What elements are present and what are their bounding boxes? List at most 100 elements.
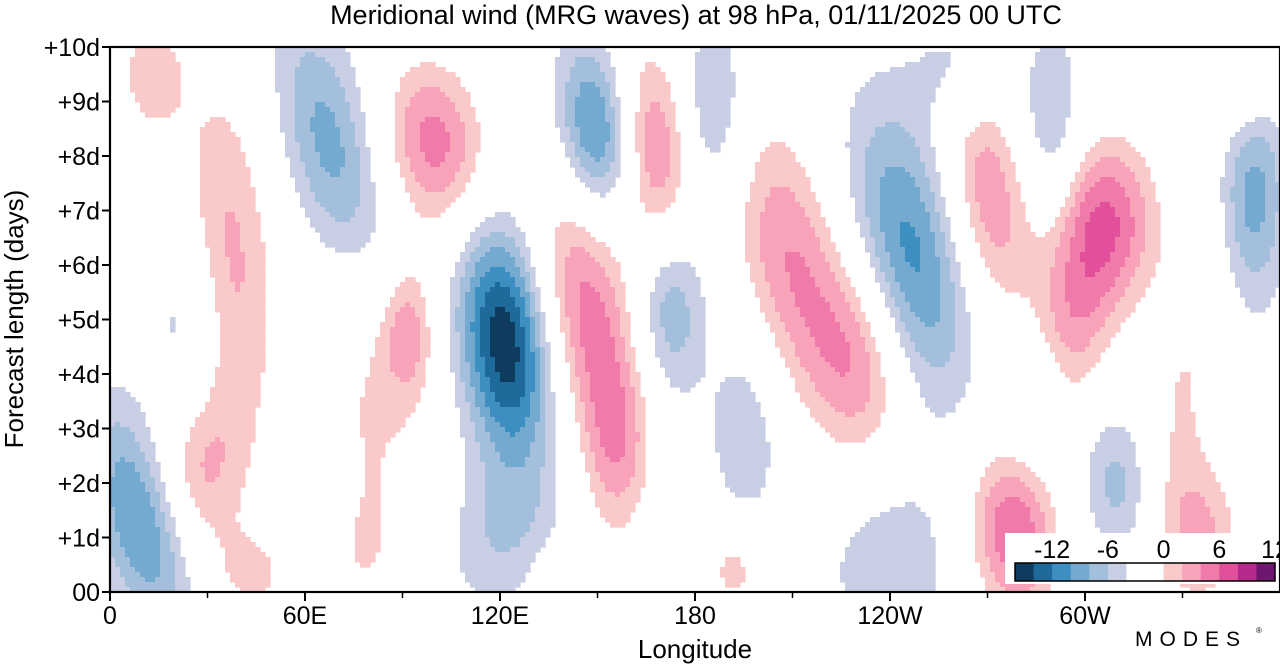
field-cell [590,252,611,258]
field-cell [1255,117,1271,123]
field-cell [455,267,466,273]
field-cell [310,217,336,223]
field-cell [1085,262,1106,268]
field-cell [630,482,646,488]
field-cell [1050,297,1066,303]
field-cell [650,302,661,308]
field-cell [1095,512,1136,518]
field-cell [935,242,946,248]
field-cell [360,397,421,403]
field-cell [865,342,876,348]
field-cell [630,382,641,388]
field-cell [640,102,651,108]
field-cell [445,92,471,98]
field-cell [1080,167,1091,173]
field-cell [940,297,956,303]
field-cell [955,322,971,328]
field-cell [940,312,956,318]
field-cell [460,302,466,308]
field-cell [1270,257,1280,263]
field-cell [620,372,631,378]
field-cell [800,397,826,403]
field-cell [485,272,511,278]
field-cell [1105,472,1126,478]
field-cell [615,342,626,348]
field-cell [220,332,266,338]
field-cell [565,152,576,158]
field-cell [395,312,416,318]
field-cell [700,127,726,133]
field-cell [370,362,391,368]
field-cell [1000,162,1016,168]
field-cell [320,152,346,158]
field-cell [585,422,596,428]
field-cell [850,342,866,348]
field-cell [1035,307,1051,313]
field-cell [125,547,161,553]
field-cell [1055,317,1106,323]
field-cell [975,537,986,543]
field-cell [480,222,516,228]
field-cell [515,372,526,378]
field-cell [540,392,546,398]
field-cell [110,582,126,588]
field-cell [480,452,501,458]
field-cell [340,137,356,143]
field-cell [620,317,631,323]
field-cell [585,452,596,458]
field-cell [1145,207,1161,213]
field-cell [1100,302,1116,308]
field-cell [940,267,951,273]
field-cell [640,432,646,438]
field-cell [790,272,811,278]
field-cell [230,277,246,283]
field-cell [910,357,926,363]
field-cell [1060,212,1071,218]
field-cell [170,322,176,328]
field-cell [460,367,471,373]
field-cell [360,432,396,438]
field-cell [475,262,516,268]
field-cell [845,557,936,563]
field-cell [800,392,821,398]
field-cell [1265,217,1276,223]
field-cell [1000,582,1036,588]
field-cell [640,97,671,103]
field-cell [515,327,526,333]
field-cell [220,322,266,328]
field-cell [410,67,446,73]
field-cell [420,347,431,353]
field-cell [935,247,946,253]
field-cell [625,437,641,443]
field-cell [120,532,161,538]
field-cell [570,362,576,368]
field-cell [400,87,421,93]
field-cell [640,82,671,88]
field-cell [580,137,611,143]
field-cell [1090,337,1111,343]
field-cell [1030,92,1071,98]
field-cell [615,492,621,498]
field-cell [1145,242,1161,248]
field-cell [110,467,116,473]
field-cell [595,402,626,408]
field-cell [915,342,956,348]
field-cell [510,547,541,553]
field-cell [535,507,556,513]
field-cell [1030,67,1071,73]
field-cell [1085,177,1101,183]
field-cell [1275,167,1280,173]
colorbar-swatch [1126,563,1146,581]
field-cell [760,297,776,303]
field-cell [660,107,676,113]
field-cell [1165,487,1221,493]
field-cell [590,187,611,193]
field-cell [930,217,941,223]
field-cell [315,197,361,203]
field-cell [1035,57,1071,63]
field-cell [645,122,666,128]
field-cell [480,412,491,418]
field-cell [1060,232,1076,238]
field-cell [935,197,946,203]
field-cell [580,142,606,148]
